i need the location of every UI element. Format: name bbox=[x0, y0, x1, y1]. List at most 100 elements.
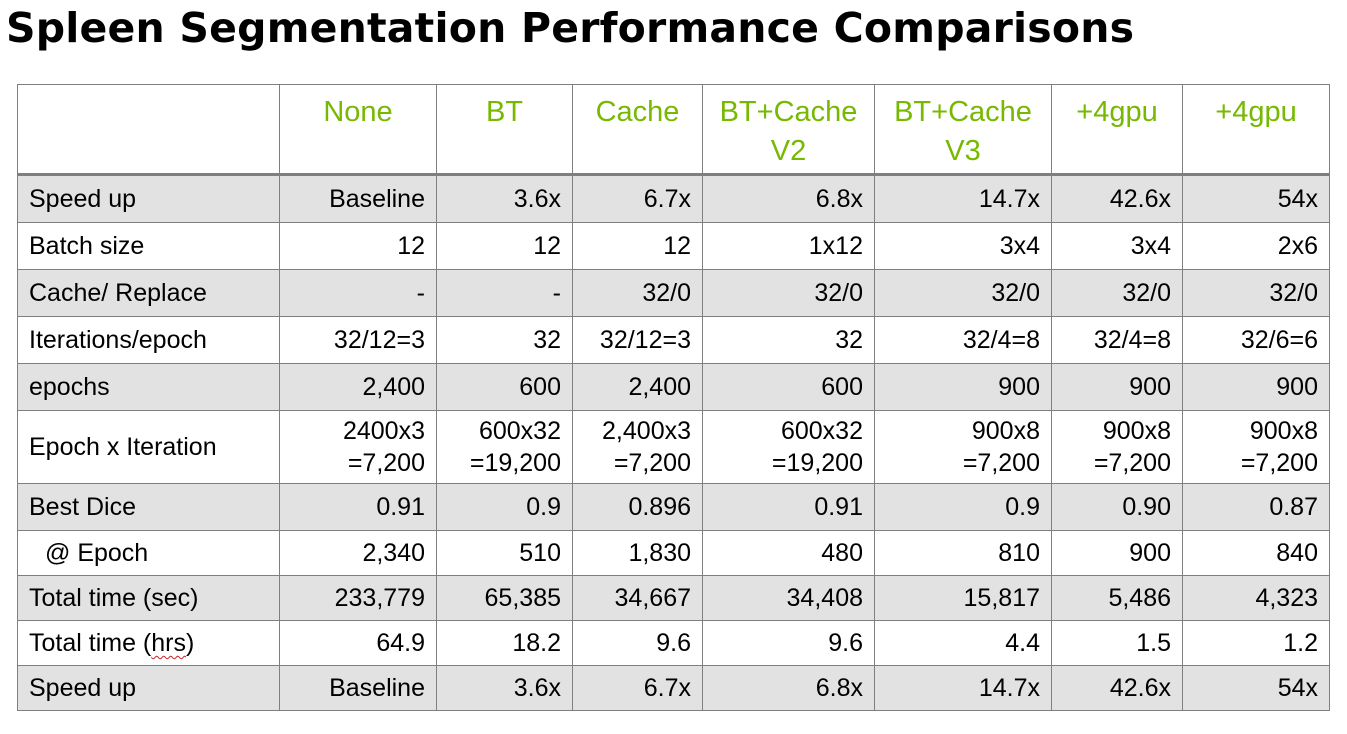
table-cell: - bbox=[279, 269, 437, 317]
table-cell: 4.4 bbox=[874, 620, 1052, 666]
table-cell: 9.6 bbox=[702, 620, 875, 666]
table-row: Speed up Baseline 3.6x 6.7x 6.8x 14.7x 42.6x 54… bbox=[17, 665, 1330, 711]
table-cell: 9.6 bbox=[572, 620, 703, 666]
cell-value: 2,400x3 bbox=[602, 417, 691, 445]
cell-value: 0.91 bbox=[376, 493, 425, 521]
table-cell: 34,667 bbox=[572, 575, 703, 621]
cell-value: 32/6=6 bbox=[1240, 326, 1318, 354]
table-cell: 3x4 bbox=[1051, 222, 1183, 270]
table-cell: 14.7x bbox=[874, 174, 1052, 223]
cell-value: 32/0 bbox=[642, 279, 691, 307]
cell-value: 900 bbox=[1276, 373, 1318, 401]
table-cell: 510 bbox=[436, 530, 573, 576]
cell-value: 9.6 bbox=[656, 629, 691, 657]
cell-value: 42.6x bbox=[1109, 674, 1171, 702]
table-cell: 6.7x bbox=[572, 665, 703, 711]
cell-value: 32/12=3 bbox=[333, 326, 425, 354]
cell-value: 810 bbox=[998, 539, 1040, 567]
table-cell: 3.6x bbox=[436, 174, 573, 223]
table-row: Best Dice 0.91 0.9 0.896 0.91 0.9 0.90 0.87 bbox=[17, 483, 1330, 531]
cell-value: 600 bbox=[519, 373, 561, 401]
table-cell: 600 bbox=[436, 363, 573, 411]
cell-value: 12 bbox=[533, 232, 561, 260]
cell-value: 12 bbox=[663, 232, 691, 260]
row-label: Total time (sec) bbox=[17, 575, 280, 621]
cell-value: 2,400 bbox=[362, 373, 425, 401]
cell-value: 65,385 bbox=[484, 584, 561, 612]
column-header-line: +4gpu bbox=[1076, 96, 1158, 128]
table-cell: 0.9 bbox=[436, 483, 573, 531]
row-label: @ Epoch bbox=[17, 530, 280, 576]
table-cell: 1,830 bbox=[572, 530, 703, 576]
cell-value: 32/0 bbox=[1269, 279, 1318, 307]
cell-value: 3.6x bbox=[513, 185, 561, 213]
column-header-line: BT+Cache bbox=[719, 96, 858, 128]
cell-value: =7,200 bbox=[347, 449, 425, 477]
cell-value: 34,408 bbox=[786, 584, 863, 612]
cell-value: 2,400 bbox=[628, 373, 691, 401]
cell-value: 32/4=8 bbox=[962, 326, 1040, 354]
table-cell: 3x4 bbox=[874, 222, 1052, 270]
spellcheck-underline: hrs bbox=[151, 629, 186, 657]
table-row: Epoch x Iteration 2400x3 =7,200 600x32 =19,2… bbox=[17, 410, 1330, 484]
cell-value: 600x32 bbox=[478, 417, 561, 445]
page-title: Spleen Segmentation Performance Comparis… bbox=[6, 4, 1135, 52]
table-cell: 1.5 bbox=[1051, 620, 1183, 666]
table-cell: 900 bbox=[1051, 363, 1183, 411]
cell-value: 510 bbox=[519, 539, 561, 567]
row-label: Speed up bbox=[17, 174, 280, 223]
cell-value: - bbox=[552, 279, 561, 307]
table-cell: 0.9 bbox=[874, 483, 1052, 531]
table-cell: 54x bbox=[1182, 174, 1330, 223]
table-cell: 2,400 bbox=[279, 363, 437, 411]
table-cell: 0.91 bbox=[702, 483, 875, 531]
table-row: Total time (hrs) 64.9 18.2 9.6 9.6 4.4 1.5 1.2 bbox=[17, 620, 1330, 666]
cell-value: 0.91 bbox=[814, 493, 863, 521]
column-header-line: V2 bbox=[770, 135, 807, 167]
cell-value: 32/0 bbox=[991, 279, 1040, 307]
header-cell-blank bbox=[17, 84, 280, 175]
table-cell: 32/6=6 bbox=[1182, 316, 1330, 364]
table-row: @ Epoch 2,340 510 1,830 480 810 900 840 bbox=[17, 530, 1330, 576]
cell-value: Baseline bbox=[329, 674, 425, 702]
table-cell: 0.90 bbox=[1051, 483, 1183, 531]
table-cell: 2,340 bbox=[279, 530, 437, 576]
cell-value: 32/12=3 bbox=[599, 326, 691, 354]
row-label-text: Speed up bbox=[29, 674, 137, 702]
table-cell: 32/12=3 bbox=[279, 316, 437, 364]
table-cell: Baseline bbox=[279, 665, 437, 711]
table-cell: 480 bbox=[702, 530, 875, 576]
table-cell: 2x6 bbox=[1182, 222, 1330, 270]
row-label-text: Best Dice bbox=[29, 493, 136, 521]
row-label-text: Speed up bbox=[29, 185, 137, 213]
column-header: BT bbox=[436, 84, 573, 175]
table-cell: 42.6x bbox=[1051, 174, 1183, 223]
cell-value: 1,830 bbox=[628, 539, 691, 567]
column-header: +4gpu bbox=[1182, 84, 1330, 175]
table-cell: 2400x3 =7,200 bbox=[279, 410, 437, 484]
cell-value: 0.9 bbox=[526, 493, 561, 521]
row-label-text: Cache/ Replace bbox=[29, 279, 207, 307]
row-label-text: Epoch x Iteration bbox=[29, 433, 217, 461]
cell-value: 900 bbox=[998, 373, 1040, 401]
table-cell: 12 bbox=[279, 222, 437, 270]
table-cell: 64.9 bbox=[279, 620, 437, 666]
row-label: Total time (hrs) bbox=[17, 620, 280, 666]
column-header-line: None bbox=[323, 96, 393, 128]
table-cell: 15,817 bbox=[874, 575, 1052, 621]
cell-value: 900 bbox=[1129, 539, 1171, 567]
table-cell: 0.896 bbox=[572, 483, 703, 531]
cell-value: 600x32 bbox=[780, 417, 863, 445]
table-cell: 12 bbox=[436, 222, 573, 270]
column-header: Cache bbox=[572, 84, 703, 175]
cell-value: 9.6 bbox=[828, 629, 863, 657]
cell-value: - bbox=[416, 279, 425, 307]
column-header-line: +4gpu bbox=[1215, 96, 1297, 128]
column-header-line: BT+Cache bbox=[894, 96, 1032, 128]
header-row: None BT Cache BT+Cache V2 BT+Cache V3 +4gp… bbox=[17, 84, 1330, 175]
table-cell: 32 bbox=[436, 316, 573, 364]
table-cell: 6.7x bbox=[572, 174, 703, 223]
column-header-line: Cache bbox=[595, 96, 680, 128]
cell-value: =19,200 bbox=[771, 449, 863, 477]
performance-table: None BT Cache BT+Cache V2 BT+Cache V3 +4gp… bbox=[17, 84, 1330, 711]
